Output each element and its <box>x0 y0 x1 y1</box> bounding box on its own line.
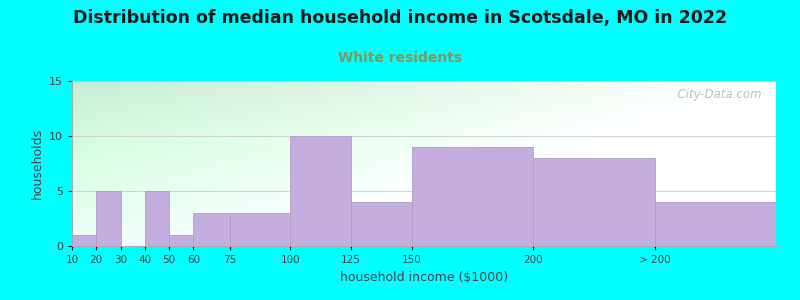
Bar <box>654 202 776 246</box>
Bar <box>534 158 654 246</box>
Text: City-Data.com: City-Data.com <box>670 88 762 100</box>
Text: White residents: White residents <box>338 51 462 65</box>
Bar <box>145 191 169 246</box>
Bar <box>290 136 351 246</box>
Bar <box>194 213 230 246</box>
Text: Distribution of median household income in Scotsdale, MO in 2022: Distribution of median household income … <box>73 9 727 27</box>
Bar <box>351 202 412 246</box>
Bar <box>412 147 534 246</box>
Bar <box>230 213 290 246</box>
Bar <box>96 191 121 246</box>
Bar <box>169 235 194 246</box>
X-axis label: household income ($1000): household income ($1000) <box>340 271 508 284</box>
Bar <box>72 235 96 246</box>
Y-axis label: households: households <box>30 128 43 199</box>
